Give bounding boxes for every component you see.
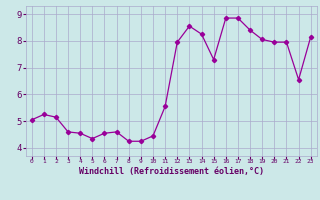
X-axis label: Windchill (Refroidissement éolien,°C): Windchill (Refroidissement éolien,°C) [79,167,264,176]
